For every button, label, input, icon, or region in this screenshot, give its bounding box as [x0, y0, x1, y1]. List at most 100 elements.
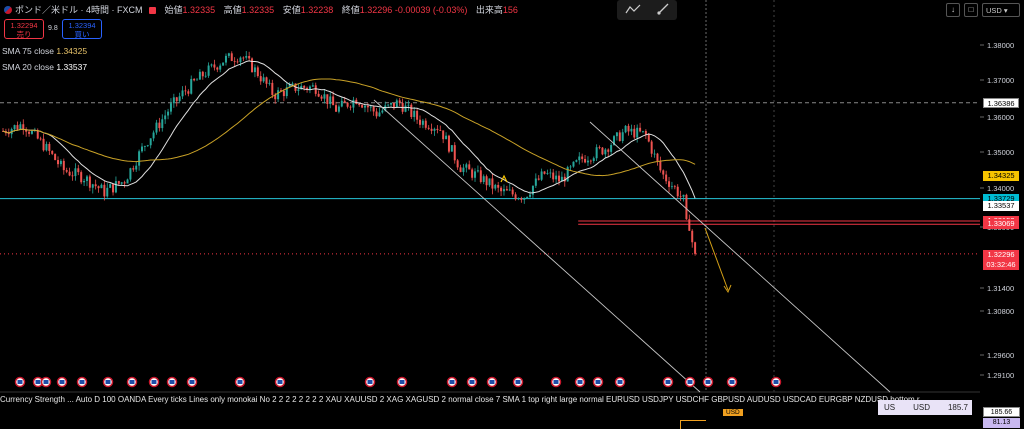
candle-body: [135, 165, 138, 170]
currency-select[interactable]: USD ▾: [982, 3, 1020, 17]
current-price: 1.32296: [987, 250, 1015, 259]
buy-label: 買い: [74, 30, 90, 39]
candle-body: [300, 85, 303, 90]
candle-body: [505, 189, 508, 191]
candle-body: [45, 143, 48, 151]
us-flag-detail: [277, 380, 283, 384]
indicator-label: SMA 20 close: [2, 62, 54, 72]
us-flag-detail: [515, 380, 521, 384]
candle-body: [575, 160, 578, 162]
us-flag-detail: [489, 380, 495, 384]
candle-body: [143, 146, 146, 147]
us-flag-detail: [729, 380, 735, 384]
us-flag-detail: [553, 380, 559, 384]
candle-body: [468, 164, 471, 170]
candle-body: [613, 136, 616, 146]
candle-body: [636, 127, 639, 138]
candle-body: [201, 71, 204, 77]
candle-body: [352, 99, 355, 108]
candle-body: [595, 147, 598, 159]
trend-icon[interactable]: [625, 3, 641, 18]
candle-body: [123, 182, 126, 184]
candle-body: [621, 132, 624, 142]
candle-body: [601, 147, 604, 155]
candle-body: [16, 125, 19, 130]
candle-body: [80, 172, 83, 183]
candle-body: [607, 149, 610, 152]
candle-body: [251, 58, 254, 73]
y-tick-label: 1.38000: [987, 41, 1014, 50]
change-value: -0.00039 (-0.03%): [394, 5, 468, 15]
candle-body: [62, 160, 65, 171]
us-flag-detail: [665, 380, 671, 384]
price-tag: 1.34325: [983, 171, 1019, 182]
us-flag-detail: [705, 380, 711, 384]
candle-body: [317, 93, 320, 97]
spread-value: 9.8: [48, 25, 58, 32]
candle-body: [112, 184, 115, 193]
candle-body: [369, 106, 372, 108]
candle-body: [245, 56, 248, 58]
candle-body: [230, 53, 233, 61]
candle-body: [598, 147, 601, 149]
candle-body: [233, 60, 236, 62]
download-icon[interactable]: ↓: [946, 3, 960, 17]
candle-body: [282, 90, 285, 97]
y-tick-label: 1.36000: [987, 113, 1014, 122]
candle-body: [54, 153, 57, 161]
indicator-value: 1.34325: [56, 46, 88, 56]
candle-body: [459, 167, 462, 173]
y-tick-label: 1.35000: [987, 148, 1014, 157]
candle-body: [523, 197, 526, 200]
strength-value-tag-2: 81.13: [983, 418, 1020, 428]
candle-body: [665, 174, 668, 182]
candle-body: [308, 86, 311, 90]
sell-button[interactable]: 1.32294 売り: [4, 19, 44, 39]
candle-body: [207, 65, 210, 76]
us-flag-detail: [449, 380, 455, 384]
candle-body: [337, 106, 340, 112]
candle-body: [465, 164, 468, 168]
candle-body: [427, 127, 430, 129]
candle-body: [563, 176, 566, 182]
candle-body: [355, 99, 358, 104]
candle-body: [253, 67, 256, 73]
candle-countdown: 03:32:46: [986, 260, 1016, 269]
candle-body: [624, 125, 627, 133]
candle-body: [436, 128, 439, 130]
candle-body: [358, 103, 361, 106]
candle-body: [494, 184, 497, 189]
volume-label: 出来高: [475, 5, 503, 15]
buy-button[interactable]: 1.32394 買い: [62, 19, 102, 39]
currency-strength-legend[interactable]: Currency Strength ... Auto D 100 OANDA E…: [0, 395, 920, 404]
projection-arrowhead: [723, 284, 732, 294]
candle-body: [57, 160, 60, 165]
candle-body: [630, 128, 633, 132]
candle-body: [97, 186, 100, 189]
symbol-title[interactable]: ポンド／米ドル · 4時間 · FXCM: [15, 5, 143, 15]
candle-body: [485, 176, 488, 186]
candle-body: [326, 94, 329, 104]
chart-header: ポンド／米ドル · 4時間 · FXCM 始値1.32335 高値1.32335…: [4, 3, 518, 16]
candle-body: [36, 130, 39, 139]
candle-body: [685, 194, 688, 220]
currency-select-value: USD: [986, 6, 1002, 15]
candle-body: [88, 176, 91, 188]
candle-body: [141, 146, 143, 152]
indicator-sma20[interactable]: SMA 20 close 1.33537: [2, 62, 87, 72]
strength-line-start: [680, 420, 706, 429]
expand-icon[interactable]: □: [964, 3, 978, 17]
candle-body: [190, 78, 193, 94]
strength-usd-tag: USD: [723, 409, 743, 416]
candle-body: [445, 135, 448, 140]
brush-icon[interactable]: [656, 3, 670, 18]
sell-price: 1.32294: [10, 21, 38, 30]
indicator-sma75[interactable]: SMA 75 close 1.34325: [2, 46, 87, 56]
us-flag-detail: [17, 380, 23, 384]
candle-body: [366, 105, 369, 108]
candle-body: [306, 87, 309, 90]
candle-body: [103, 184, 106, 197]
candle-body: [138, 151, 141, 166]
candle-body: [164, 115, 167, 120]
